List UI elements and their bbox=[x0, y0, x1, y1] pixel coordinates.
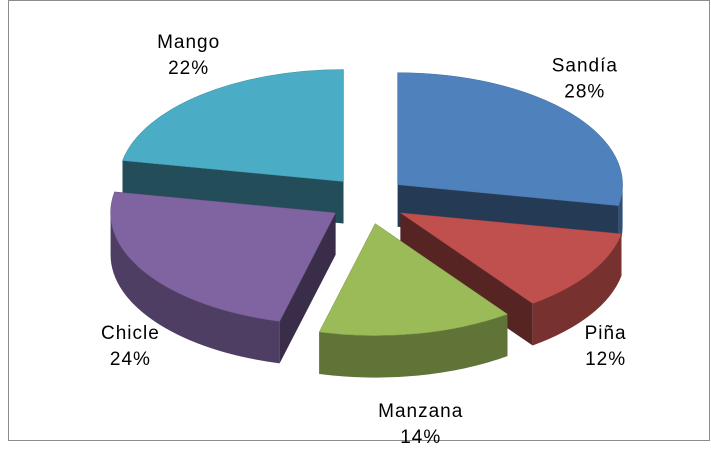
slice-label: Chicle bbox=[101, 323, 160, 344]
slice-value-label: 24% bbox=[110, 349, 151, 370]
slice-label: Sandía bbox=[552, 55, 618, 76]
slice-value-label: 28% bbox=[564, 81, 605, 102]
slice-label: Manzana bbox=[378, 401, 463, 422]
slice-value-label: 22% bbox=[168, 58, 209, 79]
slice bbox=[397, 72, 623, 206]
slice bbox=[318, 223, 508, 336]
slice-label: Mango bbox=[157, 32, 220, 53]
slice-side bbox=[319, 314, 508, 378]
slice bbox=[110, 191, 336, 322]
slice bbox=[122, 69, 344, 182]
slice-value-label: 14% bbox=[400, 427, 441, 448]
slice-value-label: 12% bbox=[585, 349, 626, 370]
slice-side bbox=[532, 233, 622, 346]
slice-label: Piña bbox=[585, 323, 627, 344]
slice-side bbox=[110, 212, 280, 364]
slice-side bbox=[618, 184, 623, 248]
slice bbox=[399, 212, 622, 304]
